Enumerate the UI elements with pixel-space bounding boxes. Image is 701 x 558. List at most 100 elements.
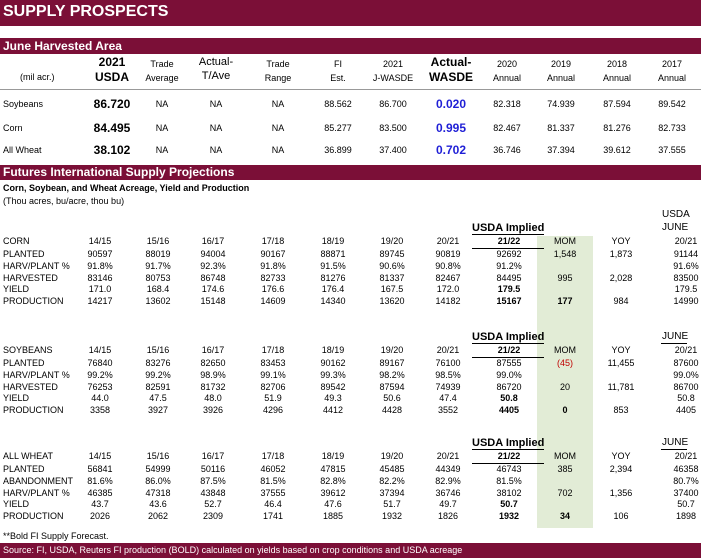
block-header-cell: 21/22 [497, 236, 521, 246]
block-cell: 167.5 [380, 284, 404, 295]
usda-implied-label: USDA Implied [472, 437, 545, 449]
block-cell: 43848 [200, 487, 226, 498]
block-header-cell: 19/20 [380, 451, 404, 461]
block-cell: 82.9% [435, 475, 461, 486]
june-label: JUNE [662, 331, 689, 342]
area-row-label: All Wheat [3, 145, 42, 155]
block-cell: 46052 [260, 464, 286, 474]
block-header-cell: 15/16 [146, 236, 170, 246]
block-header-cell: 19/20 [380, 345, 404, 355]
block-cell: 82733 [260, 272, 286, 283]
usda-implied-label: USDA Implied [472, 331, 545, 343]
area-unit-label: (mil acr.) [20, 72, 55, 82]
area-cell: 81.337 [547, 123, 575, 133]
block-cell: 82650 [200, 358, 226, 368]
block-cell: 37555 [260, 487, 286, 498]
block-cell: 80.7% [673, 475, 699, 486]
block-cell: 995 [557, 272, 573, 283]
block-cell: 37400 [673, 487, 699, 498]
block-cell: 2062 [147, 511, 169, 522]
block-cell: 1,548 [553, 249, 577, 259]
block-cell: 86.0% [145, 475, 171, 486]
block-cell: 50.8 [500, 393, 518, 404]
block-cell: 98.9% [200, 369, 226, 380]
area-cell: 82.318 [493, 99, 521, 109]
block-row-label: YIELD [3, 393, 30, 404]
block-cell: 56841 [87, 464, 113, 474]
block-cell: 14990 [673, 296, 699, 307]
block-cell: 179.5 [674, 284, 698, 295]
block-cell: 87600 [673, 358, 699, 368]
block-header-cell: YOY [611, 236, 631, 246]
block-cell: 44349 [435, 464, 461, 474]
block-header-cell: 18/19 [321, 451, 345, 461]
block-cell: 49.7 [439, 499, 457, 510]
block-cell: 14217 [87, 296, 113, 307]
block-cell: 74939 [435, 381, 461, 392]
mom-column-shade [537, 236, 593, 528]
block-cell: 3926 [202, 405, 224, 416]
block-cell: 13602 [145, 296, 171, 307]
block-header-cell: 17/18 [261, 236, 285, 246]
block-header-cell: 14/15 [88, 451, 112, 461]
area-cell: 0.995 [435, 121, 467, 135]
block-cell: 99.3% [320, 369, 346, 380]
block-cell: 81732 [200, 381, 226, 392]
area-cell: NA [155, 99, 169, 109]
block-header-cell: 20/21 [674, 451, 698, 461]
block-header-cell: CORN [3, 236, 30, 246]
block-cell: 90.6% [379, 260, 405, 271]
bold-forecast-note: **Bold FI Supply Forecast. [3, 531, 109, 541]
block-header-cell: 14/15 [88, 345, 112, 355]
block-cell: 54999 [145, 464, 171, 474]
block-cell: 91.6% [673, 260, 699, 271]
block-cell: 176.4 [321, 284, 345, 295]
block-cell: 177 [557, 296, 573, 307]
area-header-line1: FI [334, 59, 342, 69]
block-header-cell: 20/21 [674, 345, 698, 355]
usda-implied-label: USDA Implied [472, 222, 545, 234]
area-cell: 88.562 [324, 99, 352, 109]
block-cell: 46385 [87, 487, 113, 498]
block-cell: 1932 [381, 511, 403, 522]
intl-section-bar: Futures International Supply Projections [0, 165, 701, 180]
block-header-cell: YOY [611, 345, 631, 355]
block-header-cell: 16/17 [201, 345, 225, 355]
block-cell: 4428 [381, 405, 403, 416]
block-cell: 38102 [496, 487, 522, 498]
header-underline [472, 463, 544, 464]
footer-bar: Source: FI, USDA, Reuters FI production … [0, 543, 701, 558]
area-cell: NA [155, 145, 169, 155]
intl-section-title: Futures International Supply Projections [3, 165, 235, 179]
area-section-title: June Harvested Area [3, 39, 122, 53]
area-header-line1: 2018 [606, 59, 628, 69]
block-header-cell: SOYBEANS [3, 345, 53, 355]
usda-implied-underline [472, 343, 544, 344]
block-cell: 4405 [498, 405, 520, 416]
page-title: SUPPLY PROSPECTS [3, 3, 169, 20]
block-cell: 82467 [435, 272, 461, 283]
area-cell: 89.542 [658, 99, 686, 109]
block-header-cell: 16/17 [201, 451, 225, 461]
block-row-label: HARVESTED [3, 381, 58, 392]
block-header-cell: 15/16 [146, 345, 170, 355]
block-cell: 47.4 [439, 393, 457, 404]
block-cell: 20 [559, 381, 570, 392]
block-row-label: HARV/PLANT % [3, 369, 70, 380]
block-cell: 50116 [200, 464, 226, 474]
area-cell: 37.394 [547, 145, 575, 155]
block-cell: 89745 [379, 249, 405, 259]
block-header-cell: 21/22 [497, 345, 521, 355]
block-header-cell: MOM [554, 451, 576, 461]
block-cell: 86720 [496, 381, 522, 392]
block-header-cell: MOM [554, 345, 576, 355]
area-cell: 87.594 [603, 99, 631, 109]
block-cell: 46.4 [264, 499, 282, 510]
block-cell: 44.0 [91, 393, 109, 404]
area-header-line2: Average [145, 73, 179, 83]
block-cell: 3927 [147, 405, 169, 416]
block-cell: 2,028 [609, 272, 633, 283]
block-cell: 45485 [379, 464, 405, 474]
block-cell: 48.0 [204, 393, 222, 404]
area-cell: 36.899 [324, 145, 352, 155]
